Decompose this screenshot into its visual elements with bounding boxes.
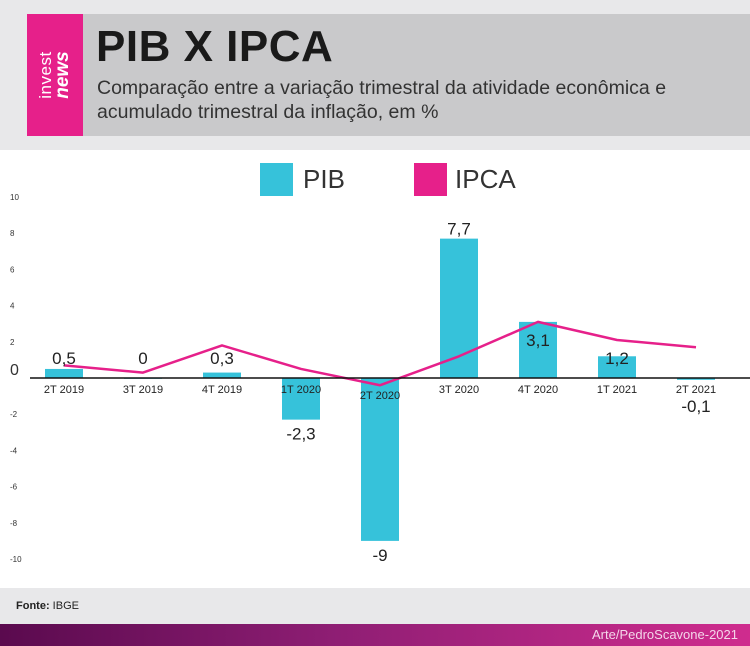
- y-tick-label: -4: [10, 446, 18, 455]
- source-label: Fonte:: [16, 600, 50, 612]
- page-title: PIB X IPCA: [96, 22, 334, 71]
- x-tick-label: 2T 2020: [360, 390, 400, 402]
- pib-value-label: 3,1: [526, 331, 550, 350]
- pib-value-label: -9: [372, 546, 387, 565]
- pib-ipca-chart: PIB IPCA 10 8 6 4 2 0 -2 -4 -6 -8 -10 2T 2019 3T 2019 4…: [10, 163, 750, 565]
- source-value: IBGE: [52, 600, 79, 612]
- pib-bar: [519, 321, 557, 378]
- pib-value-label: 7,7: [447, 220, 471, 239]
- pib-value-label: 0: [138, 349, 147, 368]
- credit-bar: Arte/PedroScavone-2021: [0, 624, 750, 646]
- chart-area: PIB IPCA 10 8 6 4 2 0 -2 -4 -6 -8 -10 2T 2019 3T 2019 4…: [0, 150, 750, 588]
- legend-label-pib: PIB: [303, 164, 345, 194]
- investnews-logo: invest news: [27, 14, 83, 136]
- pib-bar: [282, 378, 320, 420]
- x-tick-label: 1T 2021: [597, 384, 637, 396]
- y-tick-label: -10: [10, 555, 22, 564]
- pib-bar: [598, 356, 636, 378]
- pib-bar: [361, 378, 399, 541]
- pib-bar: [440, 238, 478, 378]
- x-tick-label: 3T 2020: [439, 384, 479, 396]
- pib-bar: [677, 378, 715, 380]
- x-tick-label: 2T 2019: [44, 384, 84, 396]
- source-note: Fonte: IBGE: [16, 600, 79, 612]
- pib-value-label: -0,1: [681, 397, 710, 416]
- logo-wordmark: invest news: [36, 51, 74, 99]
- pib-value-label: 0,5: [52, 349, 76, 368]
- y-tick-label: 10: [10, 193, 19, 202]
- x-tick-label: 4T 2020: [518, 384, 558, 396]
- y-tick-label: -8: [10, 519, 18, 528]
- header: invest news PIB X IPCA Comparação entre …: [0, 0, 750, 150]
- y-tick-label: -6: [10, 483, 18, 492]
- y-tick-label: 0: [10, 362, 19, 379]
- y-tick-label: -2: [10, 410, 18, 419]
- y-tick-label: 8: [10, 229, 15, 238]
- y-tick-label: 6: [10, 265, 15, 274]
- header-band: [27, 14, 750, 136]
- page-subtitle: Comparação entre a variação trimestral d…: [97, 77, 667, 123]
- x-tick-label: 4T 2019: [202, 384, 242, 396]
- x-tick-label: 1T 2020: [281, 384, 321, 396]
- logo-news-text: news: [52, 51, 74, 99]
- x-tick-label: 2T 2021: [676, 384, 716, 396]
- legend-label-ipca: IPCA: [455, 164, 516, 194]
- pib-value-label: 1,2: [605, 349, 629, 368]
- x-tick-label: 3T 2019: [123, 384, 163, 396]
- pib-bar: [45, 368, 83, 378]
- ipca-line: [63, 320, 697, 387]
- y-tick-label: 4: [10, 302, 15, 311]
- pib-value-label: 0,3: [210, 349, 234, 368]
- pib-value-label: -2,3: [286, 425, 315, 444]
- legend-swatch-pib: [260, 163, 293, 196]
- credit-text: Arte/PedroScavone-2021: [592, 627, 738, 642]
- pib-bar: [203, 372, 241, 378]
- legend-swatch-ipca: [414, 163, 447, 196]
- y-tick-label: 2: [10, 338, 15, 347]
- footer: Fonte: IBGE: [0, 588, 750, 624]
